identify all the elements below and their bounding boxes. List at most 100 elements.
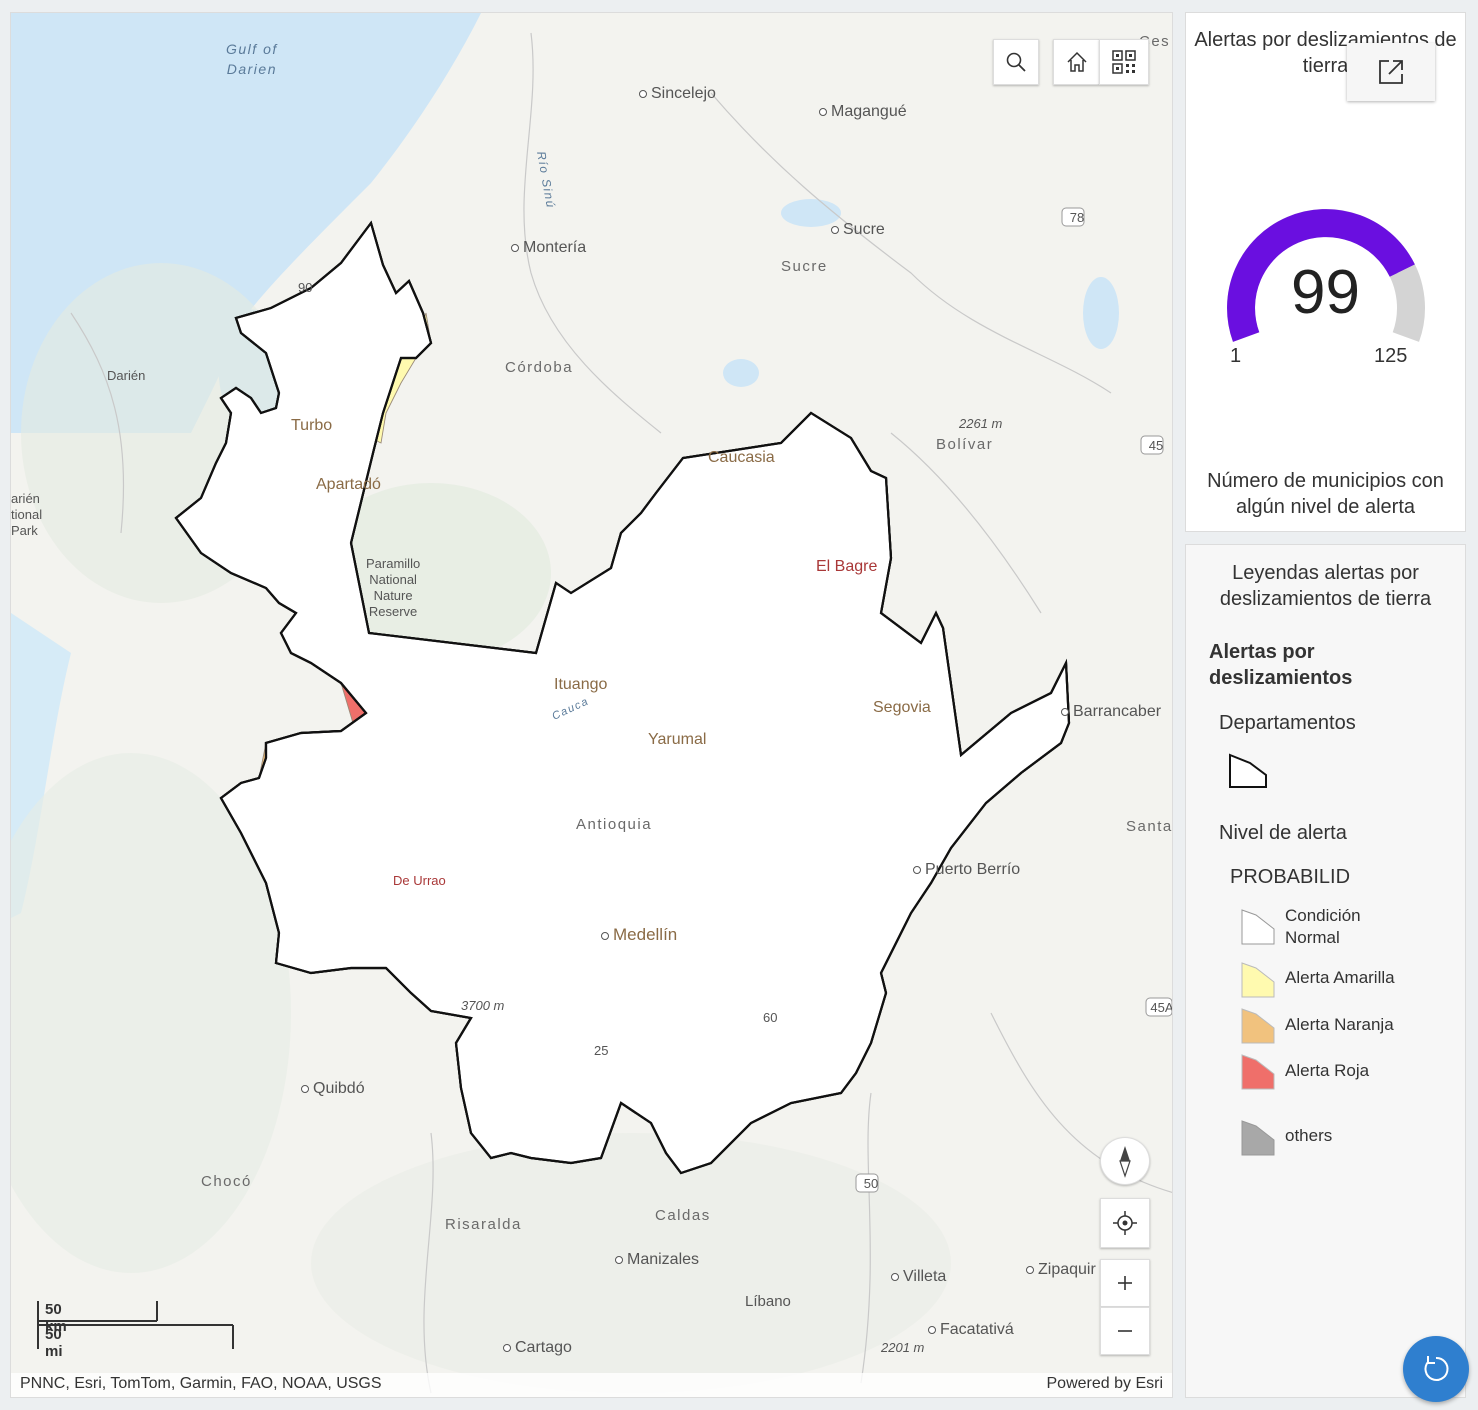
label-puerto-berrio: Puerto Berrío <box>913 861 1020 879</box>
city-dot <box>1026 1265 1034 1274</box>
legend-swatch-naranja <box>1241 1008 1275 1044</box>
city-name: Montería <box>523 239 587 256</box>
label-antioquia: Antioquia <box>576 816 653 833</box>
zoom-in-icon <box>1118 1276 1132 1290</box>
label-caucasia: Caucasia <box>708 449 775 466</box>
expand-button[interactable] <box>1347 43 1435 101</box>
city-name: Sucre <box>843 221 885 238</box>
label-cordoba: Córdoba <box>505 359 574 376</box>
zoom-in-button[interactable] <box>1100 1259 1150 1307</box>
attribution-bar: PNNC, Esri, TomTom, Garmin, FAO, NOAA, U… <box>11 1373 1172 1397</box>
label-ituango: Ituango <box>554 676 608 693</box>
label-sincelejo: Sincelejo <box>639 85 716 103</box>
city-dot <box>601 931 609 940</box>
label-peak-2261: 2261 m <box>959 416 1003 431</box>
locate-button[interactable] <box>1100 1198 1150 1248</box>
label-quibdo: Quibdó <box>301 1080 365 1098</box>
label-bolivar: Bolívar <box>936 436 994 453</box>
city-name: Sincelejo <box>651 85 716 102</box>
legend-swatch-others <box>1241 1120 1275 1156</box>
qr-code-icon <box>1112 50 1136 74</box>
expand-icon <box>1379 60 1403 84</box>
zoom-out-button[interactable] <box>1100 1307 1150 1355</box>
legend-item-others: others <box>1285 1126 1333 1145</box>
legend-nivel-label: Nivel de alerta <box>1219 822 1347 844</box>
route-60-label: 60 <box>763 1010 778 1025</box>
gauge-max-label: 125 <box>1374 345 1408 367</box>
label-monteria: Montería <box>511 239 586 257</box>
compass-icon <box>1119 1146 1131 1178</box>
city-name: Medellín <box>613 925 678 944</box>
city-dot <box>615 1255 623 1264</box>
route-shield-45 <box>1140 435 1164 455</box>
city-name: Puerto Berrío <box>925 861 1021 878</box>
legend-item-naranja: Alerta Naranja <box>1285 1015 1394 1034</box>
label-medellin: Medellín <box>601 925 677 945</box>
lake <box>1083 277 1119 349</box>
city-dot <box>831 225 839 234</box>
legend-widget: Leyendas alertas por deslizamientos de t… <box>1185 544 1466 1398</box>
legend-title: Leyendas alertas por deslizamientos de t… <box>1219 562 1432 610</box>
powered-by-esri[interactable]: Powered by Esri <box>1046 1375 1164 1392</box>
label-manizales: Manizales <box>615 1251 699 1269</box>
legend-departamentos-swatch <box>1229 753 1267 788</box>
city-dot <box>511 243 519 252</box>
route-90-label: 90 <box>298 280 313 295</box>
label-santa: Santa <box>1126 818 1173 835</box>
label-choco: Chocó <box>201 1173 252 1190</box>
route-25-label: 25 <box>594 1043 609 1058</box>
label-peak-3700: 3700 m <box>461 998 505 1013</box>
refresh-button[interactable] <box>1403 1336 1469 1402</box>
label-de-urrao: De Urrao <box>393 873 446 888</box>
label-villeta: Villeta <box>891 1268 946 1286</box>
label-darien-park: arién tional Park <box>11 491 43 538</box>
city-dot <box>891 1272 899 1281</box>
label-barrancabermeja: Barrancaber <box>1061 703 1161 721</box>
gauge-value: 99 <box>1291 258 1360 327</box>
scale-km-label: 50 km <box>45 1301 67 1335</box>
label-libano: Líbano <box>745 1293 791 1310</box>
label-zipaquira: Zipaquir <box>1026 1261 1096 1279</box>
route-shields <box>855 207 1172 1193</box>
city-dot <box>913 865 921 874</box>
label-turbo: Turbo <box>291 417 333 434</box>
basemap-gallery-button[interactable] <box>1099 39 1149 85</box>
gauge-min-label: 1 <box>1230 345 1242 367</box>
legend-field-label: PROBABILID <box>1230 866 1351 888</box>
label-cartago: Cartago <box>503 1339 572 1357</box>
home-button[interactable] <box>1053 39 1099 85</box>
city-name: Quibdó <box>313 1080 365 1097</box>
label-caldas: Caldas <box>655 1207 711 1224</box>
label-magangue: Magangué <box>819 103 907 121</box>
locate-icon <box>1113 1211 1137 1235</box>
legend-layer-title: Alertas por deslizamientos <box>1209 641 1353 689</box>
route-shield-45a <box>1145 997 1172 1017</box>
attribution-text[interactable]: PNNC, Esri, TomTom, Garmin, FAO, NOAA, U… <box>20 1375 382 1392</box>
compass-button[interactable] <box>1100 1137 1150 1185</box>
legend-item-normal: Condición Normal <box>1285 906 1361 947</box>
legend-item-roja: Alerta Roja <box>1285 1061 1370 1080</box>
terrain-shade <box>311 1133 951 1393</box>
city-name: Magangué <box>831 103 907 120</box>
gauge-fill <box>1227 209 1415 342</box>
map-canvas[interactable] <box>11 13 1173 1398</box>
label-apartado: Apartadó <box>316 476 381 493</box>
search-button[interactable] <box>993 39 1039 85</box>
zoom-out-icon <box>1118 1330 1132 1332</box>
label-el-bagre: El Bagre <box>816 558 878 575</box>
department-outline <box>174 220 1071 1175</box>
legend-swatch-roja <box>1241 1054 1275 1090</box>
city-name: Zipaquir <box>1038 1261 1096 1278</box>
city-dot <box>503 1343 511 1352</box>
route-78-label: 78 <box>1069 210 1085 225</box>
label-risaralda: Risaralda <box>445 1216 522 1233</box>
legend-item-amarilla: Alerta Amarilla <box>1285 968 1395 987</box>
route-shield-78 <box>1061 207 1085 227</box>
map-view[interactable]: Gulf of Darien Ces Sincelejo Magangué Rí… <box>10 12 1173 1398</box>
gauge-widget: Alertas por deslizamientos de tierra 99 … <box>1185 12 1466 532</box>
city-name: Facatativá <box>940 1321 1014 1338</box>
city-name: Villeta <box>903 1268 947 1285</box>
city-name: Manizales <box>627 1251 700 1268</box>
route-45a-label: 45A <box>1150 1000 1173 1015</box>
legend-departamentos-label: Departamentos <box>1219 712 1356 734</box>
